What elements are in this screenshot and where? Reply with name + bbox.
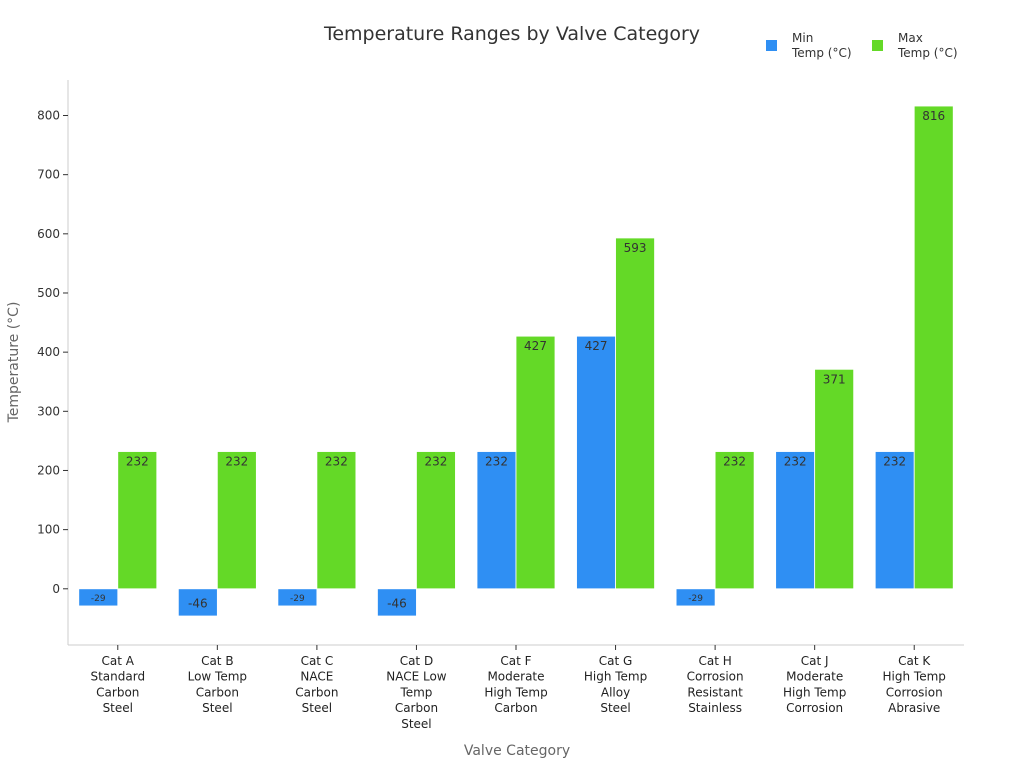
- y-tick-label: 800: [37, 108, 60, 122]
- min-temp-bar: [177, 588, 218, 617]
- max-temp-bar: [515, 335, 556, 590]
- x-tick-label: Cat C NACE Carbon Steel: [295, 654, 338, 715]
- legend: Min Temp (°C) Max Temp (°C): [766, 31, 958, 60]
- bar-value-label: 816: [922, 109, 945, 123]
- legend-label: Min Temp (°C): [791, 31, 852, 60]
- x-tick-label: Cat D NACE Low Temp Carbon Steel: [386, 654, 447, 731]
- max-temp-bar: [316, 451, 357, 590]
- max-temp-bar: [913, 105, 954, 590]
- min-temp-bar: [576, 335, 616, 590]
- min-temp-bar: [277, 588, 318, 607]
- min-temp-bar: [675, 588, 716, 607]
- bar-value-label: -46: [188, 596, 208, 610]
- x-tick-label: Cat F Moderate High Temp Carbon: [484, 654, 547, 715]
- min-temp-bar: [874, 451, 915, 590]
- max-temp-bar: [615, 237, 655, 590]
- x-axis-title: Valve Category: [464, 743, 570, 759]
- bar-value-label: 593: [624, 241, 647, 255]
- y-tick-label: 500: [37, 286, 60, 300]
- y-tick-label: 600: [37, 227, 60, 241]
- bar-value-label: 371: [823, 372, 846, 386]
- bar-value-label: 427: [585, 339, 608, 353]
- x-axis-ticks: Cat A Standard Carbon Steel Cat B Low Temp Car…: [90, 645, 946, 731]
- bar-value-label: 232: [784, 455, 807, 469]
- bar-value-label: 232: [424, 455, 447, 469]
- legend-swatch: [766, 40, 777, 51]
- y-axis-title: Temperature (°C): [6, 302, 22, 424]
- max-temp-bar: [117, 451, 158, 590]
- max-temp-bar: [814, 368, 855, 590]
- bar-value-label: 232: [883, 455, 906, 469]
- bar-value-label: 232: [225, 455, 248, 469]
- y-tick-label: 400: [37, 345, 60, 359]
- bar-value-label: 232: [325, 455, 348, 469]
- max-temp-bar: [714, 451, 755, 590]
- y-tick-label: 100: [37, 523, 60, 537]
- bar-value-label: 232: [485, 455, 508, 469]
- min-temp-bar: [78, 588, 119, 607]
- y-tick-label: 700: [37, 168, 60, 182]
- x-tick-label: Cat H Corrosion Resistant Stainless: [687, 654, 744, 715]
- min-temp-bar: [476, 451, 517, 590]
- x-tick-label: Cat A Standard Carbon Steel: [90, 654, 145, 715]
- min-temp-bar: [775, 451, 816, 590]
- legend-swatch: [872, 40, 883, 51]
- bar-value-label: 232: [723, 455, 746, 469]
- min-temp-bar: [377, 588, 417, 617]
- bar-value-label: -29: [290, 594, 305, 604]
- x-tick-label: Cat B Low Temp Carbon Steel: [188, 654, 247, 715]
- y-axis-ticks: 0 100 200 300 400 500 600 700 800: [37, 108, 68, 596]
- bar-value-label: -29: [91, 594, 106, 604]
- x-tick-label: Cat K High Temp Corrosion Abrasive: [883, 654, 946, 715]
- chart-title: Temperature Ranges by Valve Category: [323, 23, 700, 45]
- x-tick-label: Cat G High Temp Alloy Steel: [584, 654, 647, 715]
- bar-value-label: 232: [126, 455, 149, 469]
- y-tick-label: 0: [52, 582, 60, 596]
- bars: -29 232 -46 232 -29 232 -46 232 232 427 427 593 -29 2…: [78, 105, 954, 617]
- max-temp-bar: [216, 451, 257, 590]
- bar-value-label: -29: [688, 594, 703, 604]
- y-tick-label: 300: [37, 404, 60, 418]
- bar-value-label: 427: [524, 339, 547, 353]
- y-tick-label: 200: [37, 463, 60, 477]
- max-temp-bar: [416, 451, 456, 590]
- x-tick-label: Cat J Moderate High Temp Corrosion: [783, 654, 846, 715]
- bar-value-label: -46: [387, 596, 407, 610]
- legend-label: Max Temp (°C): [897, 31, 958, 60]
